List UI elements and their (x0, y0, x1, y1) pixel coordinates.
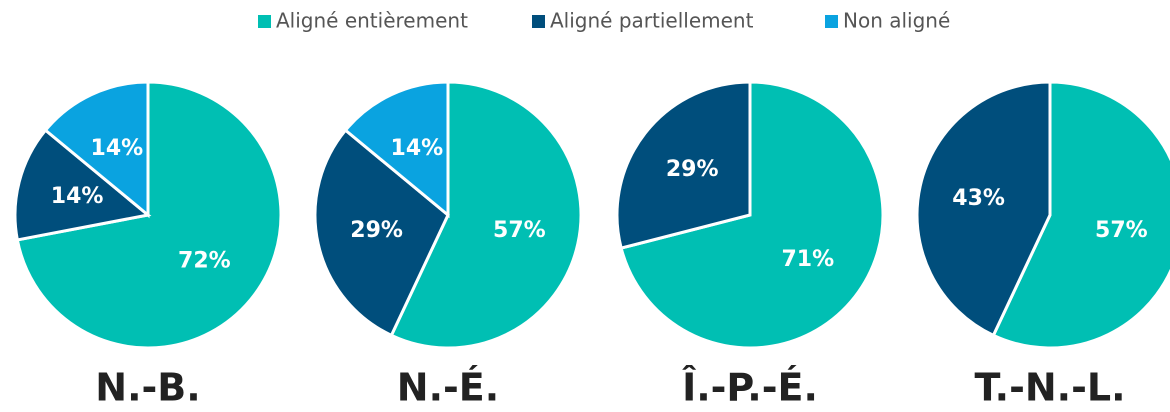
pie-title: T.-N.-L. (974, 366, 1125, 410)
legend-label: Aligné entièrement (276, 9, 468, 33)
pie-slice (43, 80, 150, 219)
value-label: 72% (178, 249, 231, 274)
pie-slice (389, 80, 583, 350)
value-label: 14% (91, 136, 144, 161)
value-label: 14% (51, 184, 104, 209)
legend-label: Aligné partiellement (550, 9, 754, 33)
legend-label: Non aligné (843, 9, 950, 33)
pie-slice (343, 80, 450, 219)
pie-title: N.-B. (95, 366, 200, 410)
pie-slice (991, 80, 1170, 350)
value-label: 29% (666, 157, 719, 182)
value-label: 57% (1095, 218, 1148, 243)
pie-slice (13, 128, 152, 242)
value-label: 29% (350, 218, 403, 243)
pie-slice (313, 128, 450, 338)
pie-title: Î.-P.-É. (682, 366, 818, 410)
pie-slice (619, 80, 885, 350)
legend-swatch (258, 15, 271, 28)
legend-swatch (825, 15, 838, 28)
legend-swatch (532, 15, 545, 28)
value-label: 57% (493, 218, 546, 243)
pie-title: N.-É. (397, 366, 499, 410)
value-label: 71% (781, 247, 834, 272)
value-label: 14% (391, 136, 444, 161)
value-label: 43% (952, 186, 1005, 211)
pie-slice (615, 80, 752, 250)
pie-slice (915, 80, 1052, 338)
